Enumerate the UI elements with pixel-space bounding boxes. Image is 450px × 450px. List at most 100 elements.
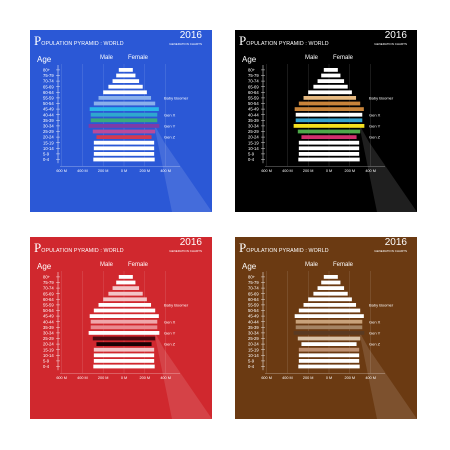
- female-bar: [124, 297, 147, 302]
- x-tick-label: 600 M: [56, 376, 67, 380]
- age-tick-label: 45-49: [248, 107, 259, 112]
- age-tick-label: 50-54: [248, 308, 259, 313]
- male-bar: [93, 101, 124, 106]
- age-tick-label: 60-64: [43, 90, 54, 95]
- male-bar: [293, 331, 329, 335]
- female-bar: [329, 353, 360, 358]
- age-tick-label: 80+: [43, 275, 51, 280]
- pyramid-chart: 80+75-7970-7465-6960-6455-5950-5445-4940…: [235, 237, 417, 419]
- age-tick-label: 45-49: [43, 107, 54, 112]
- male-bar: [298, 152, 329, 156]
- male-label: Male: [305, 55, 319, 61]
- x-tick-label: 200 M: [98, 169, 109, 173]
- age-tick-label: 5-9: [248, 359, 255, 364]
- chart-year: 2016: [384, 237, 407, 248]
- female-bar: [329, 73, 341, 78]
- age-tick-label: 60-64: [43, 297, 54, 302]
- age-tick-label: 50-54: [43, 308, 54, 313]
- male-bar: [297, 129, 329, 134]
- female-bar: [329, 286, 345, 290]
- female-bar: [329, 84, 348, 89]
- chart-title: POPULATION PYRAMID : WORLD: [239, 240, 329, 255]
- generation-label: Baby Boomer: [369, 96, 394, 101]
- age-tick-label: 75-79: [248, 73, 259, 78]
- male-label: Male: [100, 55, 114, 61]
- female-bar: [124, 303, 152, 307]
- age-tick-label: 0-4: [248, 364, 255, 369]
- age-axis-label: Age: [242, 55, 257, 64]
- female-bar: [124, 325, 158, 330]
- male-bar: [93, 152, 124, 156]
- generation-label: Gen Z: [369, 135, 381, 140]
- female-bar: [329, 319, 363, 324]
- generation-label: Gen Y: [164, 331, 176, 336]
- age-tick-label: 5-9: [248, 152, 255, 157]
- female-bar: [329, 157, 360, 162]
- generation-label: Gen Z: [164, 342, 176, 347]
- male-bar: [313, 291, 329, 296]
- male-bar: [303, 303, 329, 307]
- male-bar: [293, 124, 329, 128]
- female-bar: [124, 308, 156, 313]
- female-bar: [124, 152, 155, 156]
- female-bar: [124, 336, 156, 341]
- male-bar: [298, 347, 329, 352]
- female-bar: [329, 112, 363, 117]
- female-bar: [124, 124, 160, 128]
- female-bar: [329, 124, 365, 128]
- female-bar: [124, 157, 155, 162]
- female-bar: [124, 331, 160, 335]
- age-tick-label: 25-29: [43, 336, 54, 341]
- male-bar: [93, 347, 124, 352]
- age-tick-label: 15-19: [248, 140, 259, 145]
- x-tick-label: 400 M: [160, 376, 171, 380]
- female-bar: [124, 347, 155, 352]
- generation-label: Gen X: [369, 319, 381, 324]
- generation-label: Gen Y: [164, 124, 176, 129]
- generation-label: Baby Boomer: [164, 303, 189, 308]
- male-bar: [295, 118, 329, 123]
- x-tick-label: 200 M: [303, 169, 314, 173]
- male-bar: [317, 286, 329, 290]
- male-bar: [301, 135, 329, 139]
- female-bar: [329, 291, 348, 296]
- x-tick-label: 0 M: [121, 169, 127, 173]
- male-bar: [118, 275, 124, 279]
- generation-label: Gen X: [164, 112, 176, 117]
- female-bar: [329, 342, 357, 346]
- x-tick-label: 200 M: [345, 376, 356, 380]
- x-tick-label: 0 M: [326, 169, 332, 173]
- x-tick-label: 400 M: [282, 169, 293, 173]
- male-bar: [90, 118, 124, 123]
- age-tick-label: 70-74: [43, 286, 54, 291]
- chart-subtitle: GENERATION CHARTS: [374, 249, 407, 253]
- age-tick-label: 10-14: [248, 146, 259, 151]
- female-bar: [124, 353, 155, 358]
- male-bar: [294, 314, 329, 318]
- chart-year: 2016: [179, 30, 202, 41]
- female-bar: [124, 101, 156, 106]
- male-bar: [321, 73, 329, 78]
- age-tick-label: 80+: [248, 68, 256, 73]
- age-tick-label: 25-29: [248, 336, 259, 341]
- female-bar: [329, 308, 361, 313]
- age-axis-label: Age: [37, 55, 52, 64]
- female-bar: [124, 68, 133, 72]
- age-tick-label: 35-39: [248, 118, 259, 123]
- female-bar: [124, 112, 158, 117]
- age-tick-label: 55-59: [248, 303, 259, 308]
- generation-label: Gen X: [369, 112, 381, 117]
- age-tick-label: 20-24: [43, 135, 54, 140]
- x-tick-label: 400 M: [160, 169, 171, 173]
- age-tick-label: 75-79: [43, 73, 54, 78]
- female-bar: [124, 107, 159, 111]
- pyramid-chart: 80+75-7970-7465-6960-6455-5950-5445-4940…: [235, 30, 417, 212]
- female-bar: [329, 275, 338, 279]
- female-label: Female: [333, 262, 354, 268]
- pyramid-panel-red: 80+ 75-79 70-74 65-69 60-64 55-59 50-54 45-49 40…: [30, 237, 212, 419]
- female-bar: [124, 96, 152, 100]
- age-tick-label: 40-44: [248, 112, 259, 117]
- male-bar: [298, 157, 329, 162]
- x-tick-label: 600 M: [261, 169, 272, 173]
- age-tick-label: 10-14: [248, 353, 259, 358]
